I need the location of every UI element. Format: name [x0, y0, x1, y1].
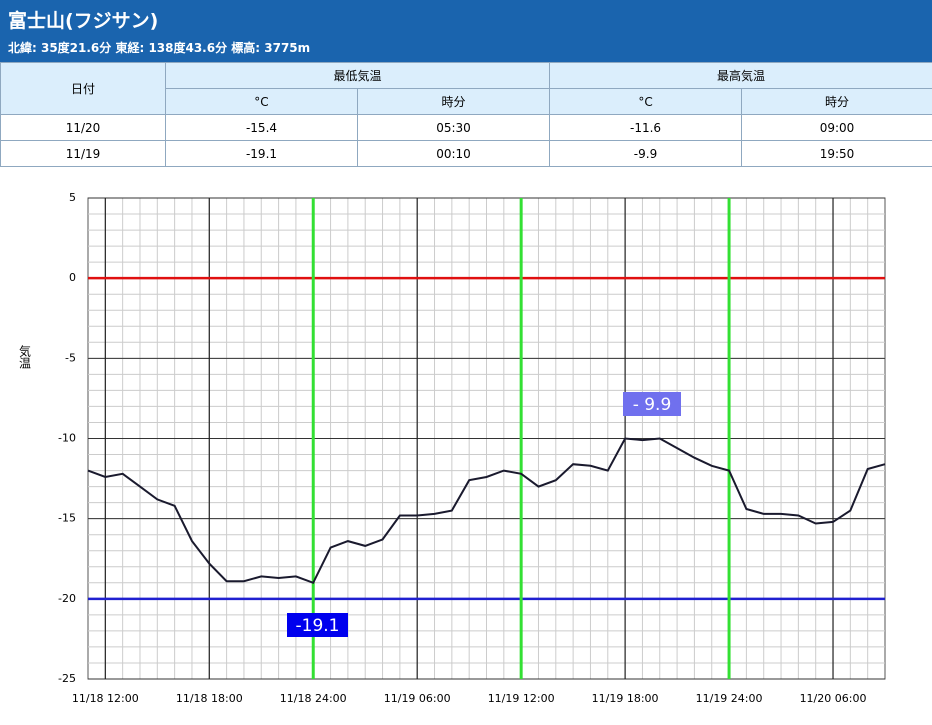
y-tick-label: 0 — [69, 271, 76, 284]
header-cell: 最低気温 — [164, 62, 551, 89]
cell: -15.4 — [165, 114, 358, 141]
cell: 19:50 — [741, 140, 932, 167]
y-tick-label: -5 — [65, 351, 76, 364]
y-tick-label: -20 — [58, 592, 76, 605]
subtitle: 北緯: 35度21.6分 東経: 138度43.6分 標高: 3775m — [8, 41, 311, 55]
x-tick-label: 11/18 24:00 — [280, 692, 347, 705]
header-cell: 日付 — [0, 62, 166, 115]
x-tick-label: 11/20 06:00 — [800, 692, 867, 705]
x-tick-label: 11/19 18:00 — [592, 692, 659, 705]
header-cell: °C — [549, 88, 743, 115]
x-tick-label: 11/19 06:00 — [384, 692, 451, 705]
cell: 00:10 — [356, 140, 551, 167]
y-tick-label: -10 — [58, 432, 76, 445]
annotation-box — [287, 613, 348, 637]
header: 富士山(フジサン) 北緯: 35度21.6分 東経: 138度43.6分 標高:… — [0, 0, 932, 62]
header-cell: °C — [165, 88, 358, 115]
temperature-line — [87, 437, 886, 585]
cell: 05:30 — [356, 114, 551, 141]
cell: 11/20 — [0, 114, 166, 141]
y-tick-label: 5 — [69, 191, 76, 204]
header-cell: 時分 — [741, 88, 932, 115]
cell: -19.1 — [165, 140, 358, 167]
x-tick-label: 11/18 12:00 — [72, 692, 139, 705]
x-tick-label: 11/19 24:00 — [696, 692, 763, 705]
x-tick-label: 11/19 12:00 — [488, 692, 555, 705]
cell: -11.6 — [549, 114, 743, 141]
chart: 気温 5 0 -5 -10 -15 -20 -25 11/18 12:00 11/18 18:0… — [18, 191, 886, 705]
y-tick-label: -15 — [58, 512, 76, 525]
y-axis-label: 気温 — [18, 344, 32, 369]
title: 富士山(フジサン) — [8, 10, 159, 32]
x-tick-label: 11/18 18:00 — [176, 692, 243, 705]
cell: -9.9 — [549, 140, 743, 167]
cell: 11/19 — [0, 140, 166, 167]
cell: 09:00 — [741, 114, 932, 141]
annotation-box — [623, 392, 681, 416]
annotation: -19.1 — [296, 616, 340, 636]
y-tick-label: -25 — [58, 672, 76, 685]
header-cell: 最高気温 — [549, 62, 932, 89]
header-cell: 時分 — [356, 88, 551, 115]
annotation: - 9.9 — [633, 395, 672, 415]
summary-table: 日付 最低気温 最高気温 °C 時分 °C 時分 11/20 -15.4 05:30… — [0, 62, 932, 167]
